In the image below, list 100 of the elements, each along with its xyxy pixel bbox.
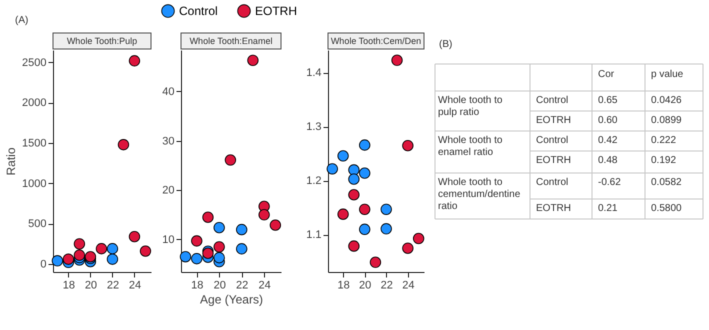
text: 0.65: [598, 95, 618, 106]
point: [348, 173, 360, 185]
point: [236, 243, 248, 254]
point: [106, 254, 118, 265]
text: Control: [536, 135, 568, 146]
x-tick-label: 24: [402, 280, 414, 292]
text: 0.222: [651, 135, 676, 146]
y-tick-label: 1000: [22, 178, 46, 190]
text: EOTRH: [536, 203, 571, 214]
y-axis-title: Ratio: [4, 147, 18, 176]
point: [128, 230, 140, 242]
text: Whole tooth to pulp ratio: [438, 95, 502, 118]
y-tick-label: 10: [162, 234, 174, 246]
x-tick-label: 22: [380, 280, 393, 292]
text: (B): [439, 39, 452, 50]
text: 0.60: [598, 115, 618, 126]
point: [236, 224, 248, 236]
point: [359, 139, 370, 151]
text: 0.5800: [651, 203, 682, 214]
x-tick-label: 20: [84, 280, 98, 292]
point: [52, 255, 64, 266]
point: [348, 189, 360, 200]
x-tick-label: 22: [236, 280, 248, 292]
y-tick-label: 1.1: [306, 229, 322, 242]
x-tick-label: 24: [128, 280, 142, 292]
y-tick-label: 0: [40, 258, 46, 271]
point: [247, 54, 259, 66]
y-tick-label: 1.4: [306, 67, 322, 80]
text: 0.0899: [651, 115, 682, 126]
x-tick-label: 22: [106, 280, 120, 292]
text: Whole tooth to cementum/dentine ratio: [438, 177, 520, 212]
point: [96, 243, 108, 254]
text: EOTRH: [536, 115, 571, 126]
point: [140, 245, 152, 257]
point: [214, 241, 225, 252]
point: [359, 168, 370, 179]
point: [380, 204, 392, 215]
x-tick-label: 20: [359, 280, 372, 292]
y-tick-label: 30: [162, 135, 174, 148]
point: [191, 253, 202, 264]
point: [224, 154, 236, 166]
x-tick-label: 20: [214, 280, 226, 292]
y-tick-label: 40: [162, 86, 174, 98]
x-tick-label: 18: [191, 280, 204, 292]
text: Control: [536, 177, 568, 188]
point: [214, 222, 225, 234]
text: Whole tooth to enamel ratio: [438, 135, 502, 158]
point: [337, 208, 349, 220]
point: [191, 235, 202, 247]
x-tick-label: 18: [62, 280, 76, 292]
text: Control: [536, 95, 568, 106]
point: [402, 242, 414, 254]
text: (A): [15, 15, 28, 26]
legend-label: EOTRH: [255, 4, 297, 18]
legend-label: Control: [179, 4, 218, 18]
point: [118, 139, 130, 150]
point: [370, 256, 382, 268]
y-tick-label: 1500: [22, 138, 46, 150]
text: 0.48: [598, 155, 618, 166]
point: [214, 252, 225, 264]
point: [74, 238, 86, 250]
point: [128, 55, 140, 66]
point: [202, 212, 214, 223]
point: [326, 163, 338, 174]
point: [391, 54, 403, 66]
text: 0.192: [651, 155, 676, 166]
category-label: Cor: [598, 69, 615, 80]
point: [62, 254, 74, 265]
point: [380, 223, 392, 234]
y-tick-label: 2500: [22, 56, 46, 69]
chart-title: Whole Tooth:Enamel: [190, 36, 272, 46]
point: [258, 209, 270, 220]
text: 0.21: [598, 203, 618, 214]
text: 0.0582: [651, 177, 682, 188]
text: 0.42: [598, 135, 618, 146]
x-tick-label: 18: [337, 280, 350, 292]
y-tick-label: 500: [28, 218, 46, 230]
chart-title: Whole Tooth:Pulp: [66, 36, 138, 46]
point: [74, 250, 86, 261]
y-tick-label: 2000: [22, 97, 46, 110]
point: [412, 232, 424, 244]
x-tick-label: 24: [258, 280, 271, 292]
y-tick-label: 1.3: [306, 121, 322, 134]
text: EOTRH: [536, 155, 571, 166]
point: [337, 150, 349, 162]
y-tick-label: 20: [162, 184, 174, 197]
text: 0.0426: [651, 95, 682, 106]
point: [180, 251, 192, 262]
point: [359, 224, 370, 235]
chart-title: Whole Tooth:Cem/Den: [330, 36, 422, 46]
y-tick-label: 1.2: [306, 175, 322, 188]
x-axis-title: Age (Years): [200, 292, 263, 306]
point: [402, 140, 414, 152]
point: [359, 204, 370, 215]
point: [106, 243, 118, 254]
category-label: p value: [651, 69, 684, 80]
point: [348, 164, 360, 176]
point: [270, 220, 282, 231]
text: -0.62: [598, 177, 621, 188]
point: [348, 240, 360, 252]
